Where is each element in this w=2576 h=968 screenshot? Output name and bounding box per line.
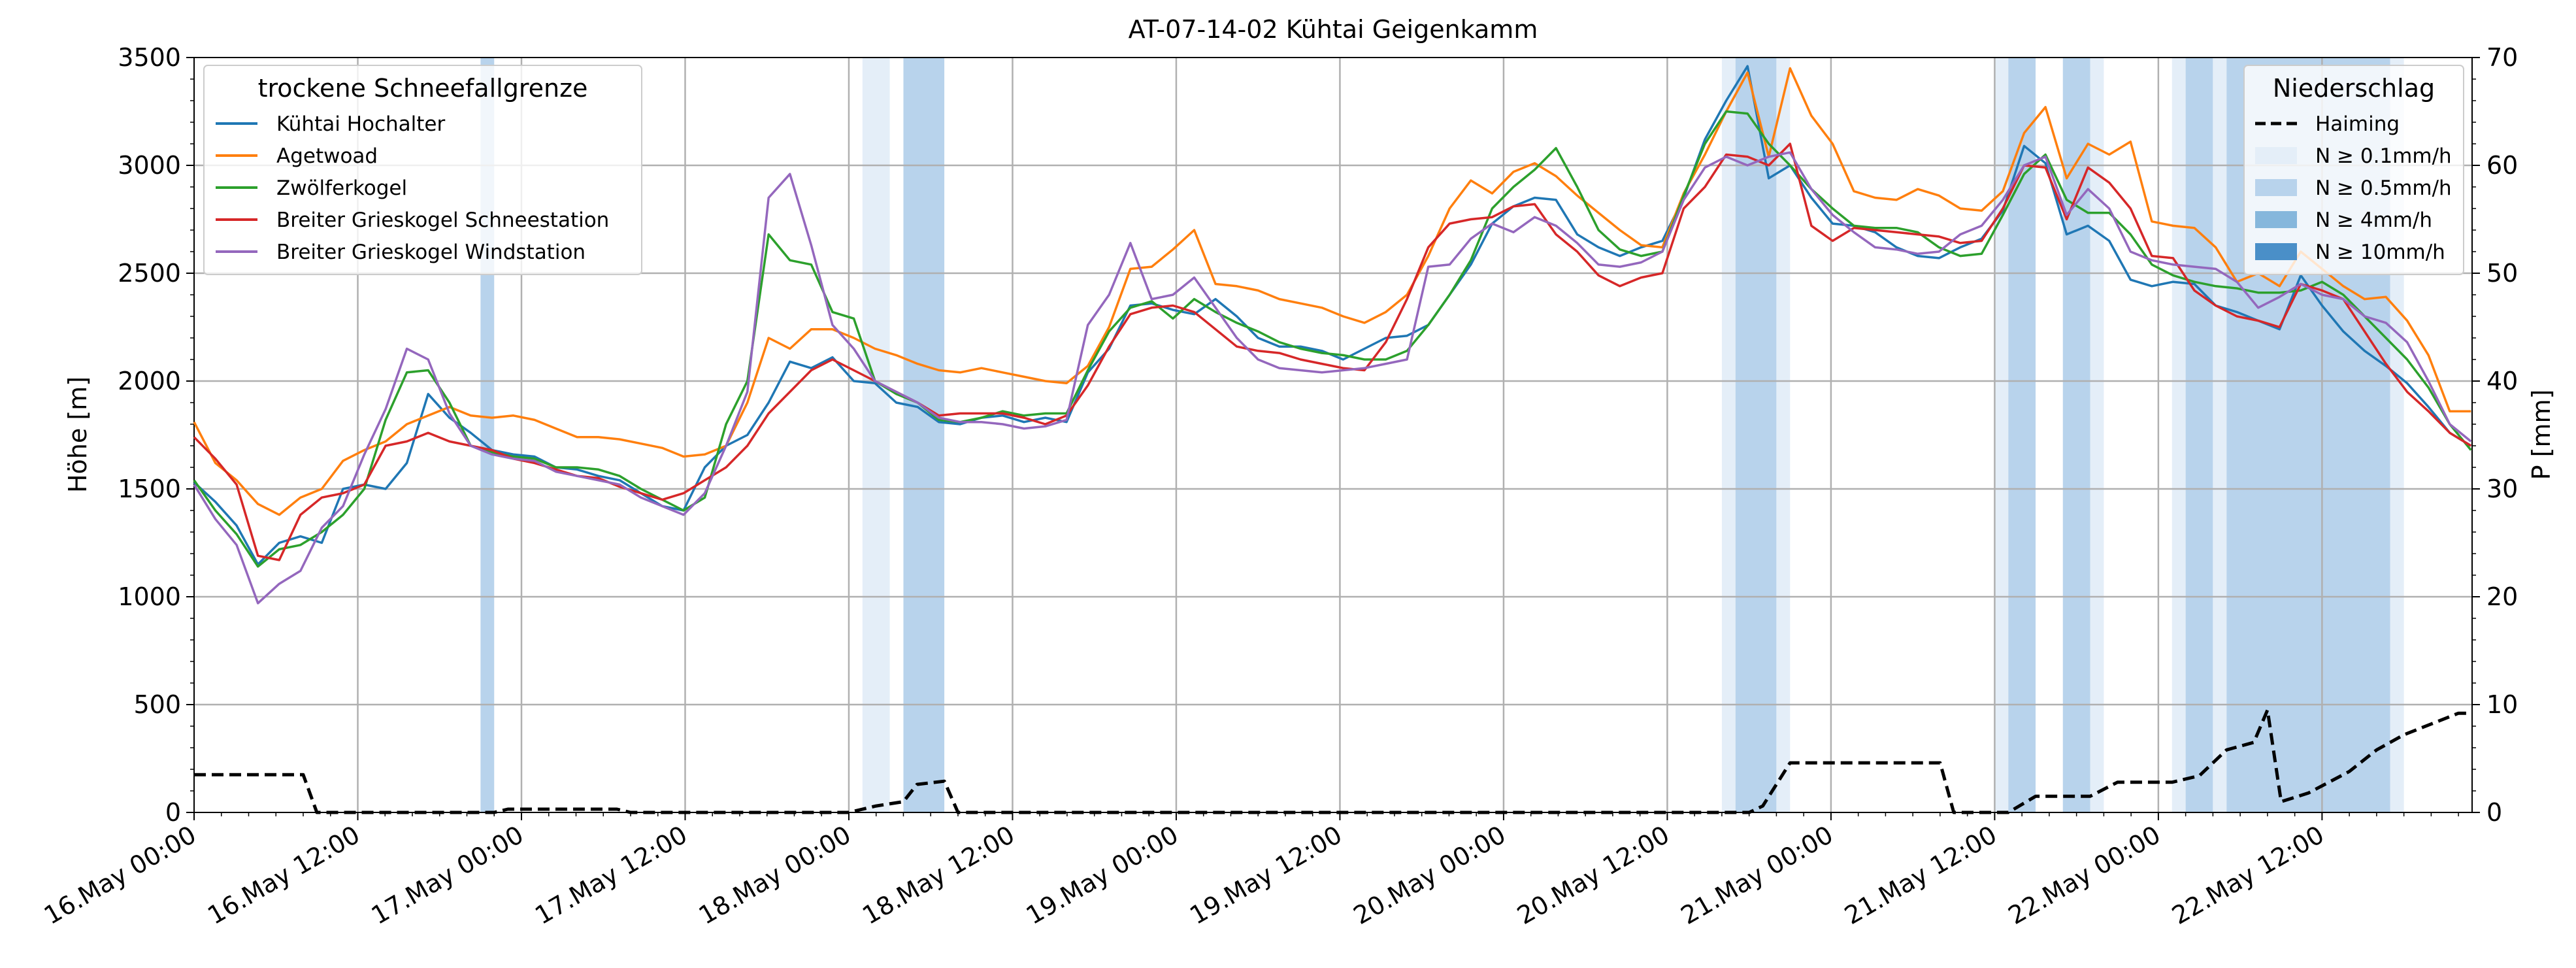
left-axis: 0 500 1000 1500 2000 2500 3000 3500 xyxy=(118,43,194,827)
legend-precip-swatch xyxy=(2255,147,2297,164)
legend-precip-swatch xyxy=(2255,179,2297,196)
precip-band xyxy=(2090,58,2104,812)
legend-precip-label: N ≥ 4mm/h xyxy=(2315,209,2432,232)
y-tick-label: 1000 xyxy=(118,582,181,611)
y2-tick-label: 50 xyxy=(2486,259,2518,288)
legend-precip-title: Niederschlag xyxy=(2273,74,2435,103)
y-axis-label: Höhe [m] xyxy=(63,376,92,493)
legend-snow-label: Agetwoad xyxy=(276,144,378,168)
y2-tick-label: 60 xyxy=(2486,151,2518,180)
chart-title: AT-07-14-02 Kühtai Geigenkamm xyxy=(1129,15,1538,44)
y-tick-label: 2000 xyxy=(118,367,181,395)
legend-snow-frame xyxy=(203,65,642,275)
y2-axis-label: P [mm] xyxy=(2527,390,2556,480)
series-line xyxy=(193,110,2472,568)
y2-tick-label: 40 xyxy=(2486,367,2518,395)
legend-precip-swatch xyxy=(2255,211,2297,228)
precip-band xyxy=(2171,58,2186,812)
precip-band xyxy=(1721,58,1736,812)
precip-band xyxy=(2062,58,2090,812)
precipitation-bands xyxy=(480,58,2404,812)
y-tick-label: 3000 xyxy=(118,151,181,180)
precip-band xyxy=(1735,58,1777,812)
y-tick-label: 0 xyxy=(165,798,181,827)
legend-precip-label: N ≥ 0.1mm/h xyxy=(2315,144,2452,168)
precip-band xyxy=(903,58,945,812)
y-tick-label: 3500 xyxy=(118,43,181,72)
legend-precip-frame xyxy=(2243,65,2464,275)
precip-band xyxy=(1994,58,2009,812)
y2-tick-label: 20 xyxy=(2486,582,2518,611)
legend-precip-label: Haiming xyxy=(2315,112,2400,136)
y-tick-label: 2500 xyxy=(118,259,181,288)
legend-snow-label: Breiter Grieskogel Windstation xyxy=(276,241,586,264)
series-line xyxy=(194,708,2472,814)
y2-tick-label: 10 xyxy=(2486,690,2518,719)
precip-band xyxy=(2185,58,2213,812)
y-tick-label: 500 xyxy=(133,690,181,719)
legend-precip: Niederschlag Haiming N ≥ 0.1mm/h N ≥ 0.5mm… xyxy=(2243,65,2464,275)
y2-tick-label: 0 xyxy=(2486,798,2502,827)
legend-precip-label: N ≥ 10mm/h xyxy=(2315,241,2445,264)
legend-precip-swatch xyxy=(2255,243,2297,260)
series-line xyxy=(193,67,2471,516)
legend-snow-label: Kühtai Hochalter xyxy=(276,112,446,136)
series-line xyxy=(193,151,2472,605)
legend-snow-title: trockene Schneefallgrenze xyxy=(258,74,588,103)
series-lines xyxy=(193,65,2472,814)
right-axis: 0 10 20 30 40 50 60 70 xyxy=(2472,43,2518,827)
y2-tick-label: 70 xyxy=(2486,43,2518,72)
precip-band xyxy=(2213,58,2227,812)
legend-snow-label: Breiter Grieskogel Schneestation xyxy=(276,209,609,232)
y-tick-label: 1500 xyxy=(118,475,181,503)
legend-snow-label: Zwölferkogel xyxy=(276,176,407,200)
precip-band xyxy=(1776,58,1791,812)
precip-band xyxy=(862,58,890,812)
plot-area-frame xyxy=(193,57,2473,813)
legend-precip-label: N ≥ 0.5mm/h xyxy=(2315,176,2452,200)
legend-snow: trockene Schneefallgrenze Kühtai Hochalt… xyxy=(203,65,642,275)
y2-tick-label: 30 xyxy=(2486,475,2518,503)
